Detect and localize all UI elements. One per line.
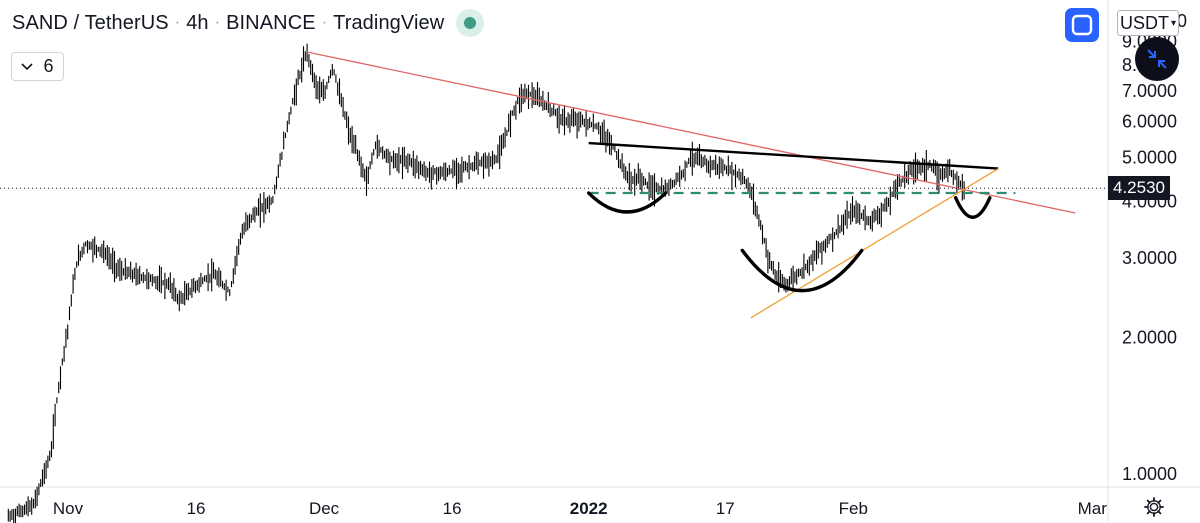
header-separator: · xyxy=(214,14,221,31)
fullscreen-button[interactable] xyxy=(1065,8,1099,42)
interval-label[interactable]: 4h xyxy=(186,11,209,34)
x-tick-label: 16 xyxy=(443,499,462,518)
arc-right-shoulder xyxy=(953,196,992,219)
y-tick-label: 2.0000 xyxy=(1122,328,1177,348)
x-tick-label: 17 xyxy=(716,499,735,518)
indicators-toggle-button[interactable]: 6 xyxy=(11,52,64,81)
chart-header: SAND / TetherUS · 4h · BINANCE · Trading… xyxy=(12,9,485,37)
exchange-label: BINANCE xyxy=(226,11,316,34)
y-tick-label: 5.0000 xyxy=(1122,147,1177,167)
indicators-count: 6 xyxy=(43,56,54,76)
y-tick-label: 3.0000 xyxy=(1122,248,1177,268)
trendline-neckline xyxy=(588,141,999,170)
market-status-icon[interactable] xyxy=(456,9,485,37)
x-tick-label: Feb xyxy=(839,499,868,518)
trendline-rising-support xyxy=(750,167,999,319)
arc-left-shoulder xyxy=(586,191,668,214)
y-tick-label: 1.0000 xyxy=(1122,464,1177,484)
x-tick-label: 16 xyxy=(187,499,206,518)
trendline-descending-resistance xyxy=(306,51,1076,214)
currency-selector[interactable]: USDT ▾ xyxy=(1117,10,1179,36)
collapse-arrows-icon xyxy=(1147,49,1167,69)
chevron-down-icon xyxy=(21,62,34,70)
collapse-button[interactable] xyxy=(1135,37,1179,81)
x-tick-label: Mar xyxy=(1078,499,1108,518)
settings-gear-icon[interactable] xyxy=(1143,496,1165,518)
last-price-label: 4.2530 xyxy=(1108,176,1170,200)
y-tick-label: 6.0000 xyxy=(1122,111,1177,131)
x-tick-label: 2022 xyxy=(570,499,608,518)
header-separator: · xyxy=(174,14,181,31)
header-separator: · xyxy=(321,14,328,31)
x-tick-label: Nov xyxy=(53,499,84,518)
currency-value: USDT xyxy=(1119,12,1169,33)
symbol-name[interactable]: SAND / TetherUS xyxy=(12,11,169,34)
arc-head xyxy=(740,248,864,293)
x-tick-label: Dec xyxy=(309,499,340,518)
chevron-down-icon: ▾ xyxy=(1170,17,1177,29)
y-tick-label: 7.0000 xyxy=(1122,81,1177,101)
fullscreen-icon xyxy=(1071,14,1093,36)
source-label: TradingView xyxy=(333,11,445,34)
